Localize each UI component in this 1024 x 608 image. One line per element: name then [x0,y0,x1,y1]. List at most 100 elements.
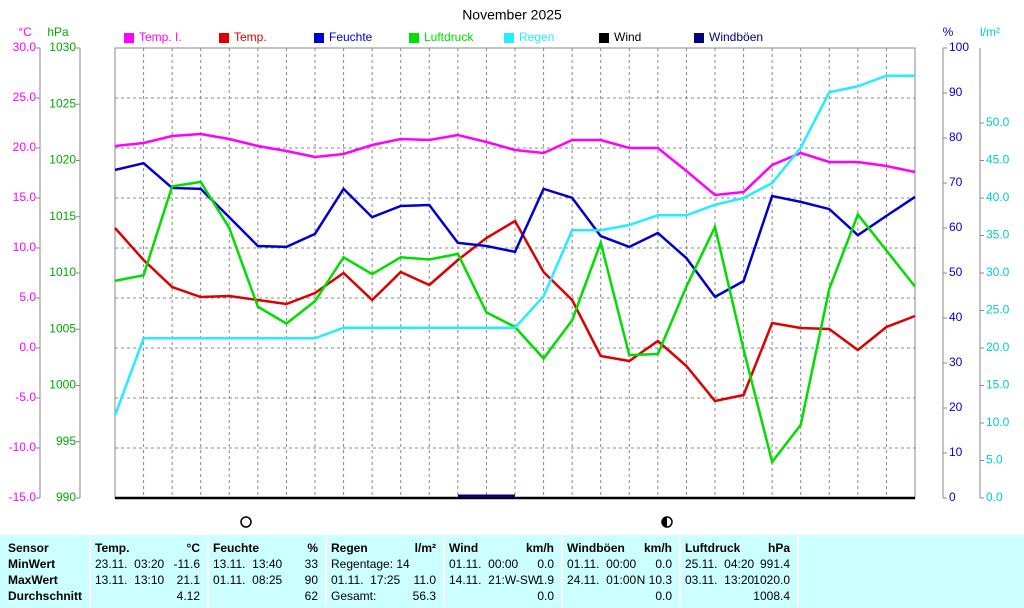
y-tick-label: -15.0 [9,490,37,504]
cell-value: 11.0 [414,573,437,587]
cell-text: 01.11. 00:00 [449,557,518,571]
y2-tick-label: 1030 [49,40,76,54]
y-tick-label: 25.0 [13,90,37,104]
cell-text: 01.11. 17:25 [331,573,400,587]
y2-axis-unit: hPa [47,25,69,39]
cell-value: 21.1 [177,573,201,587]
row-label: MinWert [8,557,55,571]
y4-tick-label: 40.0 [986,190,1010,204]
y-tick-label: -5.0 [15,390,36,404]
y-tick-label: 0.0 [19,340,36,354]
legend-label: Regen [519,30,554,44]
column-unit: °C [187,541,201,555]
cell-text: Regentage: 14 [331,557,410,571]
cell-value: 33 [305,557,319,571]
y3-tick-label: 20 [949,400,963,414]
y3-axis-unit: % [943,25,954,39]
y-tick-label: 10.0 [13,240,37,254]
cell-value: 1.9 [537,573,554,587]
y4-tick-label: 35.0 [986,228,1010,242]
cell-text: 14.11. 21:W-SW [449,573,540,587]
legend-swatch [694,33,704,43]
legend-swatch [314,33,324,43]
cell-value: 90 [305,573,319,587]
cell-value: 4.12 [177,589,201,603]
cell-value: 0.0 [537,557,554,571]
cell-value: 0.0 [655,557,672,571]
y2-tick-label: 1020 [49,153,76,167]
column-header: Windböen [567,541,625,555]
y3-tick-label: 70 [949,175,963,189]
column-unit: hPa [768,541,790,555]
row-label: MaxWert [8,573,58,587]
legend-label: Windböen [709,30,763,44]
y-tick-label: 30.0 [13,40,37,54]
cell-value: 62 [305,589,319,603]
y4-tick-label: 45.0 [986,153,1010,167]
legend-label: Luftdruck [424,30,474,44]
y2-tick-label: 1025 [49,96,76,110]
legend-swatch [599,33,609,43]
legend-label: Temp. [234,30,267,44]
y4-tick-label: 50.0 [986,115,1010,129]
cell-text: 03.11. 13:20 [685,573,754,587]
y4-tick-label: 20.0 [986,340,1010,354]
y3-tick-label: 10 [949,445,963,459]
y2-tick-label: 1015 [49,209,76,223]
column-header: Temp. [95,541,129,555]
y4-tick-label: 10.0 [986,415,1010,429]
chart-title: November 2025 [462,7,562,23]
cell-value: -11.6 [174,557,201,571]
cell-value: 1008.4 [753,589,790,603]
legend-label: Temp. I. [139,30,182,44]
table-background [0,535,1024,608]
legend-swatch [409,33,419,43]
column-header: Regen [331,541,368,555]
y4-tick-label: 0.0 [986,490,1003,504]
column-unit: km/h [644,541,672,555]
cell-text: 24.11. 01:00 [567,573,636,587]
y4-tick-label: 15.0 [986,378,1010,392]
cell-value: 0.0 [537,589,554,603]
column-header: Luftdruck [685,541,741,555]
cell-value: 0.0 [655,589,672,603]
y4-tick-label: 5.0 [986,453,1003,467]
y4-tick-label: 30.0 [986,265,1010,279]
cell-text: 01.11. 00:00 [567,557,636,571]
y-tick-label: 20.0 [13,140,37,154]
legend-label: Wind [614,30,641,44]
column-unit: l/m² [415,541,436,555]
y2-tick-label: 1005 [49,321,76,335]
cell-text: 01.11. 08:25 [213,573,282,587]
y4-tick-label: 25.0 [986,303,1010,317]
y2-tick-label: 1010 [49,265,76,279]
y3-tick-label: 80 [949,130,963,144]
column-unit: km/h [526,541,554,555]
column-header: Wind [449,541,478,555]
y3-tick-label: 30 [949,355,963,369]
cell-value: 56.3 [413,589,437,603]
cell-value: 991.4 [760,557,790,571]
moon-icon-half [662,517,667,527]
y3-tick-label: 0 [949,490,956,504]
cell-value: 1020.0 [753,573,790,587]
cell-text: Gesamt: [331,589,376,603]
table-header: Sensor [8,541,49,555]
y4-axis-unit: l/m² [980,25,1000,39]
series-line [113,74,915,416]
y3-tick-label: 40 [949,310,963,324]
y3-tick-label: 100 [949,40,969,54]
legend-swatch [219,33,229,43]
y-tick-label: 5.0 [19,290,36,304]
series-line [114,132,916,197]
legend-swatch [504,33,514,43]
y-tick-label: 15.0 [13,190,37,204]
cell-text: 13.11. 13:40 [213,557,282,571]
series-line [114,161,916,299]
series-line [114,219,916,403]
cell-value: N 10.3 [637,573,673,587]
y-axis-unit: °C [18,25,32,39]
cell-text: 25.11. 04:20 [685,557,754,571]
y-tick-label: -10.0 [9,440,37,454]
